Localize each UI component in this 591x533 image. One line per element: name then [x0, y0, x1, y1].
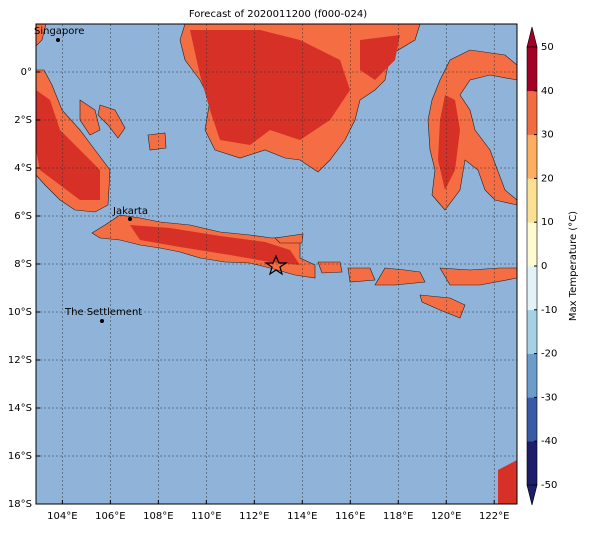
colorbar-bin — [527, 222, 537, 267]
y-tick-label: 4°S — [14, 163, 32, 174]
x-tick-label: 116°E — [335, 511, 365, 522]
x-tick-label: 106°E — [95, 511, 125, 522]
y-tick-label: 18°S — [8, 499, 32, 510]
colorbar-tick-label: 50 — [541, 42, 554, 53]
colorbar-tick-label: 20 — [541, 173, 554, 184]
x-tick-label: 114°E — [287, 511, 317, 522]
place-marker — [56, 38, 60, 42]
colorbar-tick-label: -10 — [541, 305, 557, 316]
colorbar-extend — [526, 26, 538, 48]
x-tick-label: 110°E — [191, 511, 221, 522]
colorbar-tick-label: -50 — [541, 480, 557, 491]
y-tick-label: 12°S — [8, 355, 32, 366]
colorbar-bin — [527, 266, 537, 311]
place-marker — [100, 319, 104, 323]
colorbar-tick-label: 0 — [541, 261, 547, 272]
x-tick-label: 104°E — [47, 511, 77, 522]
colorbar-bin — [527, 441, 537, 486]
map-area — [36, 24, 517, 504]
y-tick-label: 2°S — [14, 115, 32, 126]
colorbar-bin — [527, 397, 537, 442]
x-tick-label: 120°E — [431, 511, 461, 522]
colorbar-extend — [526, 484, 538, 506]
colorbar-tick-label: -20 — [541, 349, 557, 360]
colorbar-bin — [527, 309, 537, 354]
colorbar-bin — [527, 47, 537, 92]
y-tick-label: 16°S — [8, 451, 32, 462]
place-label: Singapore — [34, 26, 84, 37]
x-tick-label: 108°E — [143, 511, 173, 522]
place-label: The Settlement — [64, 307, 142, 318]
colorbar-tick-label: -40 — [541, 436, 557, 447]
y-tick-label: 0° — [21, 67, 32, 78]
title: Forecast of 2020011200 (f000-024) — [189, 9, 367, 20]
place-label: Jakarta — [112, 206, 148, 217]
colorbar-bin — [527, 353, 537, 398]
y-tick-label: 8°S — [14, 259, 32, 270]
place-marker — [128, 217, 132, 221]
colorbar-tick-label: 40 — [541, 86, 554, 97]
x-tick-label: 118°E — [383, 511, 413, 522]
y-tick-label: 6°S — [14, 211, 32, 222]
colorbar-tick-label: -30 — [541, 392, 557, 403]
colorbar-tick-label: 10 — [541, 217, 554, 228]
x-tick-label: 112°E — [239, 511, 269, 522]
y-tick-label: 14°S — [8, 403, 32, 414]
colorbar-tick-label: 30 — [541, 130, 554, 141]
colorbar-label: Max Temperature (°C) — [568, 211, 579, 321]
colorbar-bin — [527, 178, 537, 223]
land — [36, 24, 517, 504]
graticule — [36, 24, 517, 504]
colorbar: 50 40 30 20 10 0 -10 -20 -30 -40 -50 — [526, 26, 557, 506]
y-tick-label: 10°S — [8, 307, 32, 318]
star-marker — [264, 254, 288, 276]
places: Singapore Jakarta The Settlement — [34, 26, 288, 323]
x-tick-label: 122°E — [479, 511, 509, 522]
colorbar-bin — [527, 134, 537, 179]
colorbar-bin — [527, 90, 537, 135]
